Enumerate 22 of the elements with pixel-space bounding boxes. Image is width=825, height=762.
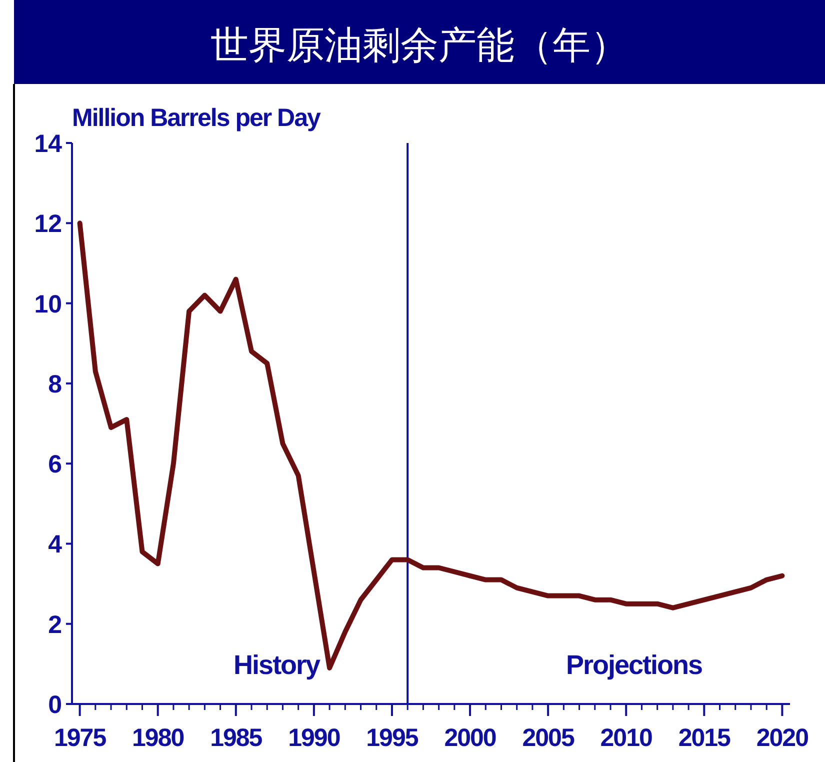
x-tick-label: 2000 xyxy=(444,724,496,752)
y-tick-label: 2 xyxy=(48,610,62,639)
x-tick-label: 1975 xyxy=(54,724,107,752)
x-tick-label: 2010 xyxy=(600,724,652,752)
x-tick-label: 1990 xyxy=(288,724,340,752)
y-tick-label: 12 xyxy=(34,210,62,238)
x-tick-label: 2005 xyxy=(522,724,575,752)
y-tick-label: 14 xyxy=(34,130,62,158)
annotation: History xyxy=(234,650,321,680)
y-axis-title: Million Barrels per Day xyxy=(72,104,322,132)
x-tick-label: 1985 xyxy=(210,724,263,752)
x-tick-label: 1995 xyxy=(366,724,419,752)
y-tick-label: 8 xyxy=(48,370,62,398)
y-tick-label: 10 xyxy=(34,290,62,318)
chart-title: 世界原油剩余产能（年） xyxy=(210,23,628,67)
y-tick-label: 0 xyxy=(48,691,62,719)
x-tick-label: 2020 xyxy=(756,724,808,752)
y-tick-label: 4 xyxy=(48,530,62,559)
x-tick-label: 1980 xyxy=(132,724,184,752)
y-tick-label: 6 xyxy=(48,450,62,479)
annotation: Projections xyxy=(566,650,702,680)
x-tick-label: 2015 xyxy=(678,724,732,752)
